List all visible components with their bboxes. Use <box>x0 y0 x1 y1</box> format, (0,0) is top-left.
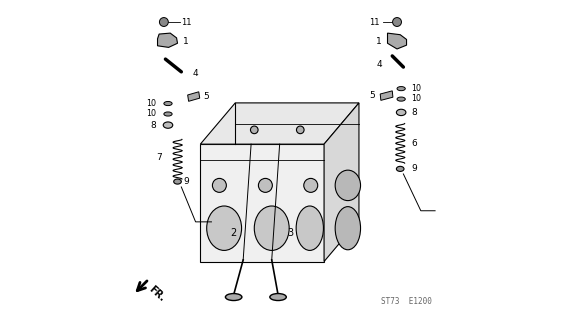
Text: 8: 8 <box>411 108 417 117</box>
Text: 1: 1 <box>376 36 382 45</box>
Text: 5: 5 <box>369 91 375 100</box>
Ellipse shape <box>296 206 323 251</box>
Text: 10: 10 <box>411 84 422 93</box>
Circle shape <box>296 126 304 134</box>
Text: 5: 5 <box>203 92 209 101</box>
Text: 8: 8 <box>150 121 156 130</box>
Circle shape <box>251 126 258 134</box>
Text: 1: 1 <box>183 36 189 45</box>
Polygon shape <box>157 33 177 47</box>
Ellipse shape <box>397 97 406 101</box>
Text: 9: 9 <box>411 164 417 173</box>
Text: 9: 9 <box>184 177 189 186</box>
Polygon shape <box>324 103 359 261</box>
Ellipse shape <box>270 293 287 300</box>
Polygon shape <box>380 91 393 100</box>
Circle shape <box>392 18 402 27</box>
Text: 10: 10 <box>146 109 156 118</box>
Ellipse shape <box>335 170 360 201</box>
Text: 4: 4 <box>192 69 198 78</box>
Text: 11: 11 <box>369 19 380 28</box>
Ellipse shape <box>174 179 181 184</box>
Ellipse shape <box>206 206 241 251</box>
Ellipse shape <box>163 122 173 128</box>
Text: 3: 3 <box>288 228 293 238</box>
Ellipse shape <box>255 206 289 251</box>
Circle shape <box>304 178 317 192</box>
Text: 2: 2 <box>231 228 237 238</box>
Ellipse shape <box>397 87 406 91</box>
Ellipse shape <box>335 207 360 250</box>
Polygon shape <box>387 33 407 49</box>
Polygon shape <box>200 144 324 261</box>
Text: 10: 10 <box>411 94 422 103</box>
Circle shape <box>259 178 272 192</box>
Polygon shape <box>188 92 200 101</box>
Text: 6: 6 <box>411 139 417 148</box>
Text: FR.: FR. <box>147 284 167 304</box>
Circle shape <box>160 18 168 27</box>
Ellipse shape <box>225 293 242 300</box>
Text: 10: 10 <box>146 99 156 108</box>
Polygon shape <box>200 103 359 144</box>
Ellipse shape <box>396 166 404 172</box>
Circle shape <box>212 178 227 192</box>
Text: 11: 11 <box>181 19 191 28</box>
Ellipse shape <box>396 109 406 116</box>
Text: 4: 4 <box>376 60 382 69</box>
Text: 7: 7 <box>156 153 162 162</box>
Text: ST73  E1200: ST73 E1200 <box>381 297 432 306</box>
Ellipse shape <box>164 112 172 116</box>
Ellipse shape <box>164 101 172 106</box>
